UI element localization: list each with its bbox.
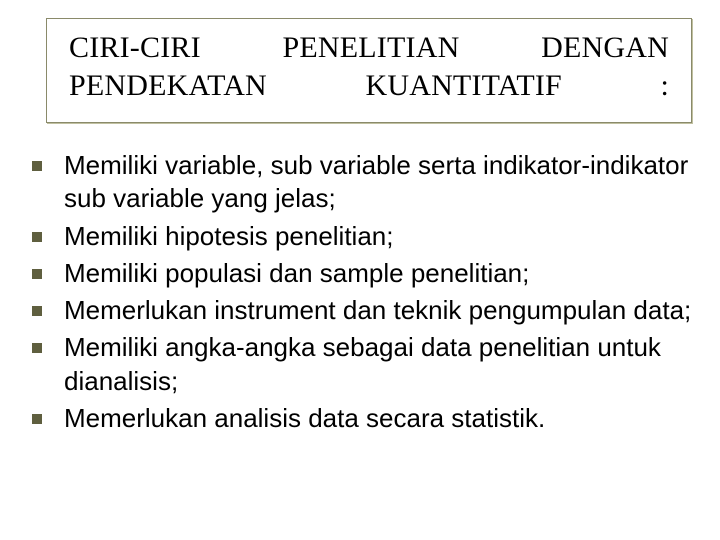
- list-item-text: Memerlukan instrument dan teknik pengump…: [64, 294, 691, 327]
- list-item-text: Memiliki variable, sub variable serta in…: [64, 149, 692, 216]
- list-item-text: Memerlukan analisis data secara statisti…: [64, 402, 545, 435]
- bullet-icon: [32, 232, 42, 242]
- list-item: Memiliki angka-angka sebagai data peneli…: [32, 331, 692, 398]
- bullet-icon: [32, 414, 42, 424]
- slide-title: CIRI-CIRI PENELITIAN DENGAN PENDEKATAN K…: [69, 29, 669, 104]
- list-item: Memerlukan analisis data secara statisti…: [32, 402, 692, 435]
- slide: CIRI-CIRI PENELITIAN DENGAN PENDEKATAN K…: [0, 0, 720, 540]
- bullet-icon: [32, 343, 42, 353]
- list-item: Memerlukan instrument dan teknik pengump…: [32, 294, 692, 327]
- title-box: CIRI-CIRI PENELITIAN DENGAN PENDEKATAN K…: [46, 18, 692, 123]
- list-item: Memiliki variable, sub variable serta in…: [32, 149, 692, 216]
- list-item-text: Memiliki hipotesis penelitian;: [64, 220, 393, 253]
- bullet-icon: [32, 306, 42, 316]
- bullet-list: Memiliki variable, sub variable serta in…: [28, 149, 692, 435]
- list-item: Memiliki populasi dan sample penelitian;: [32, 257, 692, 290]
- bullet-icon: [32, 161, 42, 171]
- list-item-text: Memiliki populasi dan sample penelitian;: [64, 257, 529, 290]
- list-item-text: Memiliki angka-angka sebagai data peneli…: [64, 331, 692, 398]
- list-item: Memiliki hipotesis penelitian;: [32, 220, 692, 253]
- bullet-icon: [32, 269, 42, 279]
